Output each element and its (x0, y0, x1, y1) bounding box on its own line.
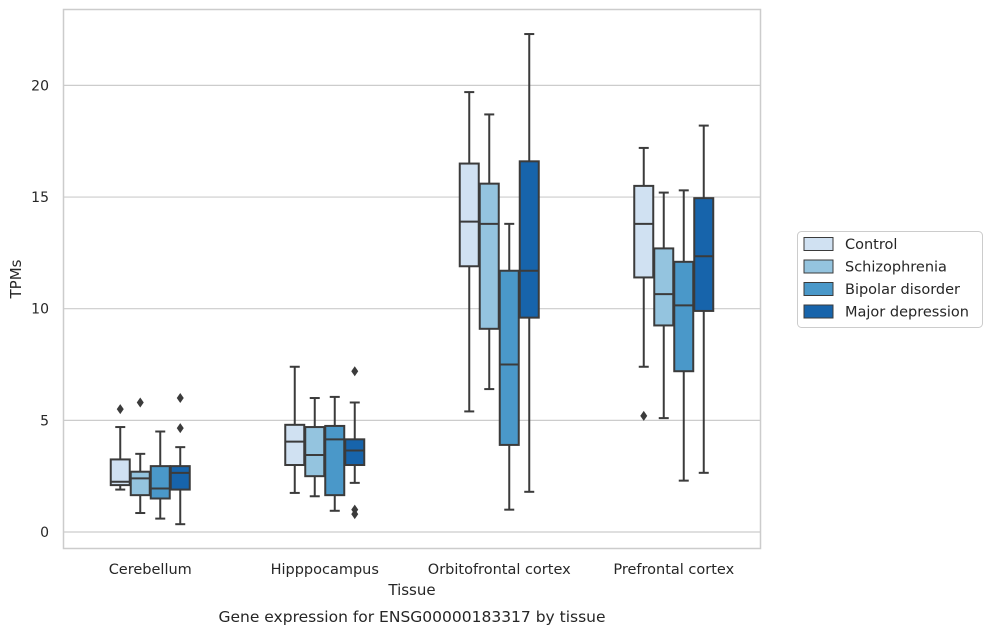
y-axis-label: TPMs (7, 259, 25, 299)
legend-swatch (803, 237, 834, 251)
legend-items: Control Schizophrenia Bipolar disorder Majo… (803, 237, 969, 321)
x-tick-label: Orbitofrontal cortex (428, 562, 571, 578)
box-bipolar-disorder (498, 222, 520, 511)
box-iqr (478, 182, 500, 330)
x-tick-label: Hipppocampus (271, 562, 379, 578)
y-tick-label: 0 (40, 525, 49, 541)
legend-swatch (803, 304, 834, 319)
legend-label: Control (845, 237, 897, 253)
box-iqr (129, 470, 151, 497)
outlier-point (176, 423, 184, 434)
x-axis-ticks: Cerebellum Hipppocampus Orbitofrontal cort… (109, 562, 735, 578)
box-iqr (633, 184, 655, 279)
plot-boxes (109, 33, 715, 526)
outlier-point (136, 397, 144, 408)
legend: Control Schizophrenia Bipolar disorder Majo… (797, 231, 983, 328)
figure-caption: Gene expression for ENSG00000183317 by t… (218, 608, 605, 626)
box-control (109, 404, 131, 491)
y-tick-label: 15 (31, 190, 49, 206)
y-tick-label: 10 (31, 302, 49, 318)
legend-label: Bipolar disorder (845, 282, 960, 298)
box-iqr (169, 465, 191, 491)
box-major-depression (518, 33, 540, 493)
box-iqr (304, 426, 326, 478)
box-bipolar-disorder (324, 395, 346, 512)
outlier-point (351, 509, 359, 520)
x-tick-label: Cerebellum (109, 562, 192, 578)
outlier-point (640, 410, 648, 421)
box-iqr (693, 197, 715, 312)
y-tick-label: 20 (31, 78, 49, 94)
box-major-depression (693, 124, 715, 474)
box-iqr (284, 423, 306, 467)
box-schizophrenia (478, 113, 500, 391)
outlier-point (116, 404, 124, 415)
plot-frame (62, 8, 762, 550)
box-bipolar-disorder (673, 189, 695, 482)
box-major-depression (169, 393, 191, 526)
box-iqr (673, 260, 695, 373)
outlier-point (351, 366, 359, 377)
legend-label: Schizophrenia (845, 260, 947, 276)
outlier-point (176, 393, 184, 404)
box-iqr (344, 438, 366, 467)
box-iqr (518, 160, 540, 319)
box-iqr (324, 424, 346, 497)
x-tick-label: Prefrontal cortex (613, 562, 734, 578)
legend-swatch (803, 282, 834, 296)
box-major-depression (344, 366, 366, 520)
box-iqr (653, 247, 675, 327)
legend-swatch (803, 259, 834, 274)
box-schizophrenia (653, 191, 675, 420)
y-axis-ticks: 0 5 10 15 20 (31, 78, 49, 541)
x-axis-label: Tissue (387, 581, 435, 599)
box-control (284, 365, 306, 494)
box-iqr (458, 162, 480, 268)
y-tick-label: 5 (40, 413, 49, 429)
box-control (633, 146, 655, 421)
box-iqr (498, 269, 520, 446)
box-iqr (149, 465, 171, 500)
legend-frame (797, 231, 983, 328)
box-control (458, 91, 480, 413)
legend-label: Major depression (845, 305, 969, 321)
